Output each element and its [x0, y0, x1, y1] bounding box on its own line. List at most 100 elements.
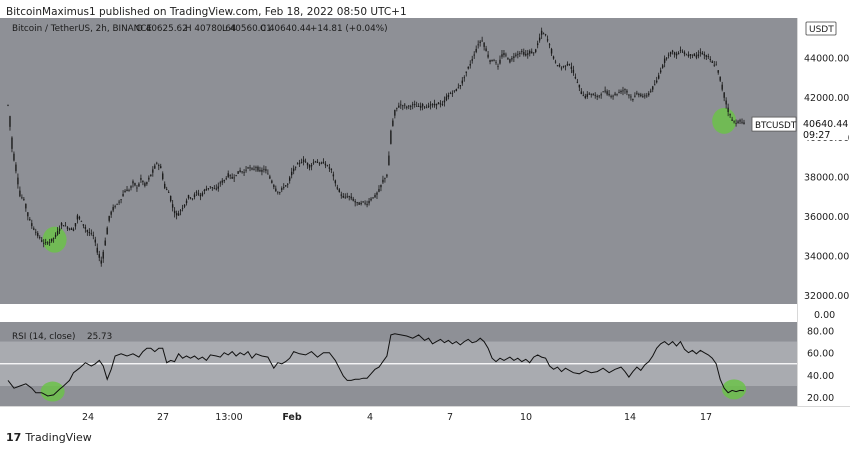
candle — [630, 94, 632, 101]
candle — [435, 103, 438, 110]
candle — [21, 194, 23, 200]
candle-body — [479, 41, 481, 43]
candle — [167, 190, 170, 194]
candle-body — [120, 199, 122, 201]
candle-body — [37, 232, 39, 237]
candle — [116, 203, 118, 205]
candle — [27, 211, 29, 221]
candle — [287, 183, 289, 188]
candle-body — [677, 52, 680, 55]
candle-body — [243, 172, 245, 174]
candle — [13, 151, 15, 162]
candle-body — [566, 63, 569, 66]
price-value-box — [798, 117, 848, 141]
tradingview-footer[interactable]: 17 TradingView — [6, 431, 92, 444]
candle-body — [584, 95, 586, 99]
candle — [120, 198, 122, 204]
candle-body — [48, 241, 51, 243]
candle — [189, 196, 192, 200]
candle — [554, 59, 557, 64]
candle — [741, 118, 743, 125]
candle-body — [624, 89, 626, 90]
candle-body — [669, 52, 672, 55]
candle — [622, 86, 624, 96]
candle — [352, 196, 354, 202]
candle — [251, 167, 253, 171]
candle — [285, 185, 287, 187]
candle — [374, 193, 376, 198]
candle-body — [705, 55, 708, 57]
candle — [600, 92, 602, 99]
candle-body — [521, 51, 523, 52]
candle-body — [425, 107, 428, 109]
candle — [598, 95, 600, 99]
candle-body — [94, 239, 96, 243]
candle-body — [614, 93, 616, 95]
candle — [402, 104, 404, 111]
candle — [158, 163, 160, 171]
candle — [267, 169, 269, 175]
candle-body — [227, 173, 229, 178]
candle — [447, 92, 450, 100]
candle — [221, 178, 223, 186]
candle — [455, 88, 458, 92]
candle — [723, 92, 725, 102]
candle — [495, 59, 497, 65]
candle-body — [328, 167, 331, 169]
candle — [35, 228, 37, 236]
candle-body — [179, 210, 182, 212]
rsi-axis[interactable]: 0.00 80.00 60.00 40.00 20.00 — [798, 306, 850, 406]
candle-body — [64, 225, 67, 227]
time-tick-label: 13:00 — [215, 412, 242, 423]
candle — [677, 51, 680, 55]
candle-body — [310, 164, 313, 167]
candle-body — [429, 104, 432, 106]
candle — [41, 237, 43, 243]
candle-body — [717, 70, 719, 73]
candle-body — [697, 54, 700, 57]
candle — [419, 102, 422, 111]
candle — [102, 249, 104, 263]
rsi-top-tick-label: 0.00 — [814, 310, 835, 321]
candle-body — [78, 216, 81, 219]
candle-body — [358, 202, 360, 205]
candle — [507, 57, 509, 60]
candle — [112, 204, 114, 213]
candle-body — [459, 85, 462, 87]
publisher-caption: BitcoinMaximus1 published on TradingView… — [6, 6, 407, 18]
candles — [7, 27, 745, 267]
candle-body — [457, 87, 460, 89]
candle-body — [318, 163, 321, 165]
currency-badge[interactable]: USDT — [805, 21, 837, 36]
candle-body — [205, 188, 208, 191]
candle — [177, 210, 180, 216]
time-axis[interactable]: 24 27 13:00 Feb 4 7 10 14 17 — [82, 412, 712, 423]
candle — [479, 40, 481, 47]
candle — [513, 52, 515, 63]
candle — [82, 224, 85, 229]
candle — [531, 48, 533, 54]
candle — [52, 237, 55, 243]
candle-body — [46, 242, 49, 244]
candle — [683, 50, 686, 57]
candle — [473, 51, 475, 59]
price-tick-label: 38000.00 — [804, 172, 849, 183]
candle-body — [413, 104, 416, 105]
price-axis[interactable]: 44000.0042000.0040000.0038000.0036000.00… — [798, 18, 850, 305]
candle — [173, 207, 176, 218]
candle — [671, 49, 674, 55]
candle — [144, 181, 146, 188]
candle-body — [324, 163, 327, 166]
candle-body — [150, 174, 152, 177]
candle — [150, 174, 152, 177]
candle — [328, 163, 331, 172]
candle-body — [132, 181, 134, 184]
candle — [475, 45, 477, 54]
candle — [92, 231, 95, 240]
candle — [90, 229, 93, 236]
candle — [229, 174, 231, 180]
candle — [521, 48, 523, 55]
candle — [181, 204, 184, 212]
candle-body — [33, 228, 35, 230]
